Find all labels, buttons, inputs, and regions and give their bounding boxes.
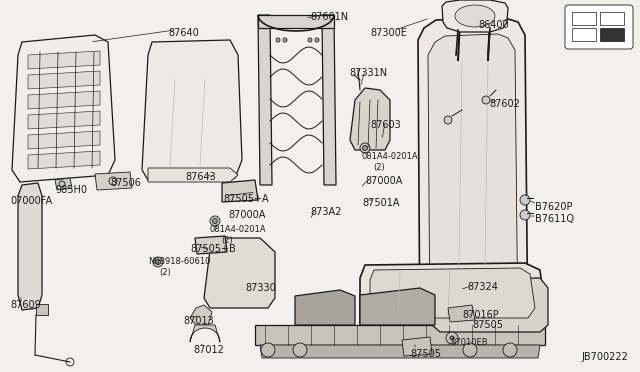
Polygon shape (28, 51, 100, 69)
Polygon shape (28, 151, 100, 169)
Text: 87505: 87505 (410, 349, 441, 359)
Text: 87643: 87643 (185, 172, 216, 182)
Text: 87506: 87506 (110, 178, 141, 188)
Polygon shape (258, 15, 272, 185)
Polygon shape (295, 290, 355, 325)
Polygon shape (222, 180, 258, 202)
Text: (2): (2) (373, 163, 385, 172)
Polygon shape (350, 88, 390, 150)
Polygon shape (28, 91, 100, 109)
Bar (600, 28, 624, 41)
Text: 87640: 87640 (168, 28, 199, 38)
Text: 081A4-0201A: 081A4-0201A (210, 225, 267, 234)
Polygon shape (148, 168, 238, 182)
Text: (2): (2) (221, 236, 233, 245)
Text: 87331N: 87331N (349, 68, 387, 78)
Polygon shape (322, 15, 336, 185)
Text: 87324: 87324 (467, 282, 498, 292)
Circle shape (444, 116, 452, 124)
Polygon shape (255, 325, 545, 345)
Text: 87000A: 87000A (228, 210, 266, 220)
Text: 87505+B: 87505+B (190, 244, 236, 254)
Polygon shape (18, 183, 42, 310)
Text: 87609: 87609 (10, 300, 41, 310)
Ellipse shape (455, 5, 495, 27)
Text: (2): (2) (159, 268, 171, 277)
Circle shape (362, 145, 367, 151)
Circle shape (315, 38, 319, 42)
Polygon shape (402, 337, 432, 356)
Bar (572, 12, 596, 25)
Polygon shape (190, 325, 220, 342)
Circle shape (293, 343, 307, 357)
Text: 87013: 87013 (183, 316, 214, 326)
Text: B7620P: B7620P (535, 202, 573, 212)
Text: 87501A: 87501A (362, 198, 399, 208)
Text: 86400: 86400 (478, 20, 509, 30)
Circle shape (308, 38, 312, 42)
Text: 07000FA: 07000FA (10, 196, 52, 206)
Polygon shape (418, 18, 528, 350)
Polygon shape (204, 238, 275, 308)
Bar (572, 28, 596, 41)
Text: 87000A: 87000A (365, 176, 403, 186)
Bar (600, 12, 624, 25)
Polygon shape (55, 178, 72, 190)
Circle shape (156, 260, 161, 264)
Text: 87300E: 87300E (370, 28, 407, 38)
Circle shape (153, 257, 163, 267)
Polygon shape (360, 263, 545, 325)
Polygon shape (36, 304, 48, 315)
Polygon shape (142, 40, 242, 180)
Text: 873A2: 873A2 (310, 207, 341, 217)
Polygon shape (95, 172, 132, 190)
Circle shape (446, 332, 458, 344)
Circle shape (503, 343, 517, 357)
Polygon shape (28, 111, 100, 129)
Text: 87601N: 87601N (310, 12, 348, 22)
Polygon shape (190, 305, 212, 325)
Polygon shape (195, 236, 227, 254)
Circle shape (210, 216, 220, 226)
Text: B7611Q: B7611Q (535, 214, 574, 224)
Polygon shape (448, 305, 475, 322)
Text: N08918-60610: N08918-60610 (148, 257, 211, 266)
Text: 87016P: 87016P (462, 310, 499, 320)
Text: 985H0: 985H0 (55, 185, 87, 195)
Circle shape (360, 143, 370, 153)
Circle shape (283, 38, 287, 42)
Text: 87010EB: 87010EB (450, 338, 488, 347)
Text: 87012: 87012 (193, 345, 224, 355)
Text: 87505: 87505 (472, 320, 503, 330)
Text: 87602: 87602 (489, 99, 520, 109)
Polygon shape (258, 15, 334, 28)
Text: 87603: 87603 (370, 120, 401, 130)
Circle shape (482, 96, 490, 104)
Circle shape (450, 336, 454, 340)
FancyBboxPatch shape (565, 5, 633, 49)
Circle shape (261, 343, 275, 357)
Circle shape (520, 210, 530, 220)
Polygon shape (260, 345, 540, 358)
Circle shape (520, 195, 530, 205)
Circle shape (276, 38, 280, 42)
Text: 87505+A: 87505+A (223, 194, 269, 204)
Text: 87330: 87330 (245, 283, 276, 293)
Polygon shape (28, 131, 100, 149)
Polygon shape (370, 268, 535, 318)
Circle shape (463, 343, 477, 357)
Polygon shape (28, 71, 100, 89)
Polygon shape (360, 288, 435, 325)
Polygon shape (12, 35, 115, 182)
Polygon shape (428, 34, 518, 340)
Circle shape (212, 218, 218, 224)
Polygon shape (432, 278, 548, 332)
Text: 081A4-0201A: 081A4-0201A (362, 152, 419, 161)
Polygon shape (442, 0, 508, 32)
Text: JB700222: JB700222 (581, 352, 628, 362)
